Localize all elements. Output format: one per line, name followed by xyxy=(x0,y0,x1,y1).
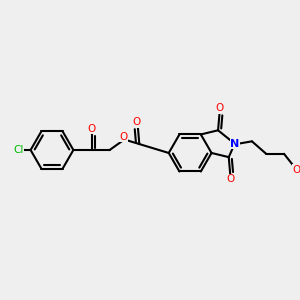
Text: O: O xyxy=(132,117,140,127)
Text: N: N xyxy=(230,139,239,149)
Text: O: O xyxy=(292,165,300,175)
Text: O: O xyxy=(226,174,235,184)
Text: Cl: Cl xyxy=(13,145,24,155)
Text: O: O xyxy=(216,103,224,113)
Text: O: O xyxy=(88,124,96,134)
Text: O: O xyxy=(119,132,128,142)
